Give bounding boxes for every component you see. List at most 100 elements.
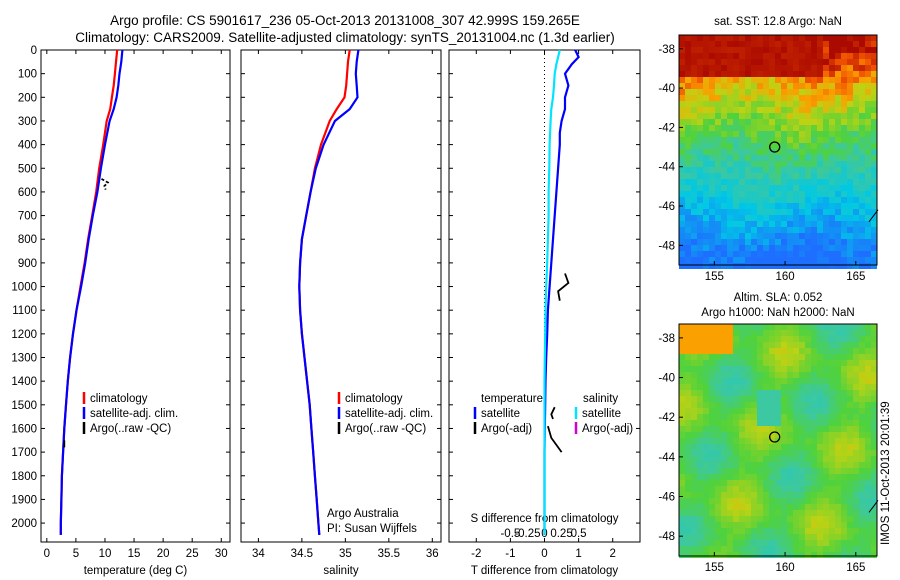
heatmap-cell <box>757 191 763 197</box>
heatmap-cell <box>763 336 769 342</box>
heatmap-cell <box>787 251 793 257</box>
heatmap-cell <box>703 474 709 480</box>
heatmap-cell <box>799 137 805 143</box>
heatmap-cell <box>781 324 787 330</box>
heatmap-cell <box>823 209 829 215</box>
heatmap-cell <box>727 342 733 348</box>
heatmap-cell <box>679 71 685 77</box>
heatmap-cell <box>853 89 859 95</box>
heatmap-cell <box>871 137 877 143</box>
heatmap-cell <box>763 113 769 119</box>
heatmap-cell <box>697 95 703 101</box>
heatmap-cell <box>769 155 775 161</box>
heatmap-cell <box>817 263 823 269</box>
heatmap-cell <box>751 227 757 233</box>
heatmap-cell <box>751 161 757 167</box>
heatmap-cell <box>703 77 709 83</box>
heatmap-cell <box>757 330 763 336</box>
heatmap-cell <box>745 360 751 366</box>
heatmap-cell <box>823 498 829 504</box>
heatmap-cell <box>865 263 871 269</box>
heatmap-cell <box>823 179 829 185</box>
heatmap-cell <box>817 468 823 474</box>
heatmap-cell <box>691 161 697 167</box>
heatmap-cell <box>859 107 865 113</box>
heatmap-cell <box>763 372 769 378</box>
heatmap-cell <box>793 149 799 155</box>
heatmap-cell <box>775 209 781 215</box>
heatmap-cell <box>751 65 757 71</box>
heatmap-cell <box>847 498 853 504</box>
heatmap-cell <box>775 221 781 227</box>
heatmap-cell <box>793 185 799 191</box>
heatmap-cell <box>769 504 775 510</box>
heatmap-cell <box>799 191 805 197</box>
heatmap-cell <box>685 402 691 408</box>
heatmap-cell <box>835 101 841 107</box>
heatmap-cell <box>787 396 793 402</box>
heatmap-cell <box>871 203 877 209</box>
heatmap-cell <box>847 251 853 257</box>
heatmap-cell <box>835 53 841 59</box>
heatmap-cell <box>691 35 697 41</box>
heatmap-cell <box>691 47 697 53</box>
heatmap-cell <box>775 510 781 516</box>
heatmap-cell <box>793 414 799 420</box>
heatmap-cell <box>823 402 829 408</box>
y-tick-label: 400 <box>18 140 37 152</box>
heatmap-cell <box>781 354 787 360</box>
heatmap-cell <box>865 450 871 456</box>
heatmap-cell <box>697 203 703 209</box>
heatmap-cell <box>805 354 811 360</box>
heatmap-cell <box>739 414 745 420</box>
heatmap-cell <box>691 221 697 227</box>
heatmap-cell <box>769 354 775 360</box>
heatmap-cell <box>859 342 865 348</box>
heatmap-cell <box>691 516 697 522</box>
heatmap-cell <box>721 191 727 197</box>
heatmap-cell <box>781 89 787 95</box>
heatmap-cell <box>775 131 781 137</box>
heatmap-cell <box>751 173 757 179</box>
heatmap-cell <box>787 263 793 269</box>
heatmap-cell <box>733 119 739 125</box>
heatmap-cell <box>841 414 847 420</box>
heatmap-cell <box>841 107 847 113</box>
heatmap-cell <box>811 203 817 209</box>
heatmap-cell <box>751 342 757 348</box>
coastline-fragment <box>868 209 879 223</box>
heatmap-cell <box>685 197 691 203</box>
heatmap-cell <box>835 540 841 546</box>
heatmap-cell <box>853 47 859 53</box>
heatmap-cell <box>685 408 691 414</box>
heatmap-cell <box>739 95 745 101</box>
x-tick-label: 36 <box>426 548 439 560</box>
heatmap-cell <box>793 450 799 456</box>
sla-map-subtitle: Argo h1000: NaN h2000: NaN <box>701 307 854 319</box>
heatmap-cell <box>805 203 811 209</box>
heatmap-cell <box>805 402 811 408</box>
heatmap-cell <box>691 408 697 414</box>
heatmap-cell <box>817 197 823 203</box>
heatmap-cell <box>817 89 823 95</box>
heatmap-cell <box>769 263 775 269</box>
heatmap-cell <box>745 83 751 89</box>
heatmap-cell <box>703 89 709 95</box>
heatmap-cell <box>787 143 793 149</box>
heatmap-cell <box>871 414 877 420</box>
heatmap-cell <box>829 462 835 468</box>
heatmap-cell <box>781 203 787 209</box>
heatmap-cell <box>691 263 697 269</box>
heatmap-cell <box>817 486 823 492</box>
heatmap-cell <box>841 65 847 71</box>
heatmap-cell <box>733 348 739 354</box>
heatmap-cell <box>853 372 859 378</box>
heatmap-cell <box>823 173 829 179</box>
heatmap-cell <box>679 137 685 143</box>
heatmap-cell <box>799 420 805 426</box>
heatmap-cell <box>847 336 853 342</box>
heatmap-cell <box>841 149 847 155</box>
heatmap-cell <box>853 161 859 167</box>
heatmap-cell <box>745 384 751 390</box>
heatmap-cell <box>805 438 811 444</box>
